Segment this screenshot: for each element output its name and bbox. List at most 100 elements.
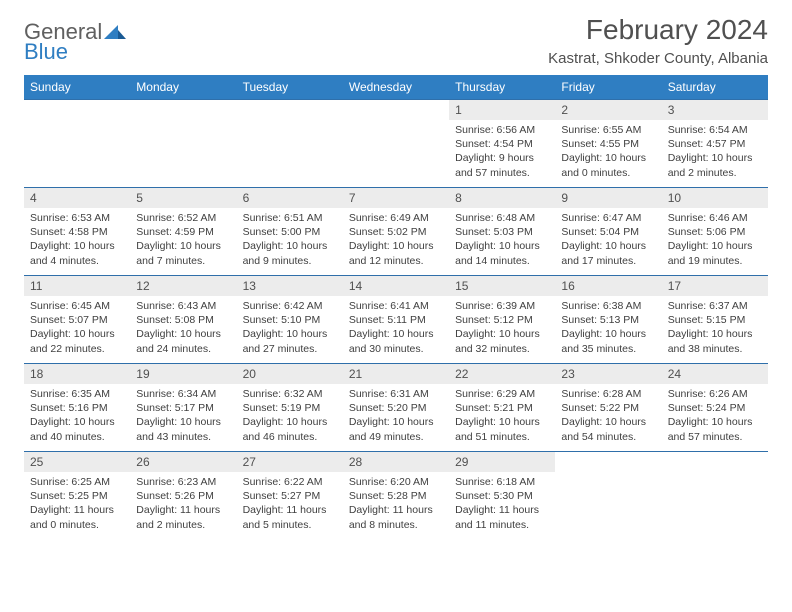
daylight-line: Daylight: 10 hours and 4 minutes.	[30, 240, 115, 266]
daylight-line: Daylight: 10 hours and 2 minutes.	[668, 152, 753, 178]
daylight-line: Daylight: 10 hours and 57 minutes.	[668, 416, 753, 442]
calendar-empty-cell	[343, 100, 449, 188]
daylight-line: Daylight: 10 hours and 27 minutes.	[243, 328, 328, 354]
sunrise-line: Sunrise: 6:20 AM	[349, 476, 429, 488]
calendar-week-row: 25Sunrise: 6:25 AMSunset: 5:25 PMDayligh…	[24, 452, 768, 540]
day-number: 7	[343, 188, 449, 208]
calendar-day-cell: 15Sunrise: 6:39 AMSunset: 5:12 PMDayligh…	[449, 276, 555, 364]
calendar-day-cell: 18Sunrise: 6:35 AMSunset: 5:16 PMDayligh…	[24, 364, 130, 452]
sunset-line: Sunset: 5:28 PM	[349, 490, 427, 502]
calendar-day-cell: 22Sunrise: 6:29 AMSunset: 5:21 PMDayligh…	[449, 364, 555, 452]
sunrise-line: Sunrise: 6:39 AM	[455, 300, 535, 312]
day-details: Sunrise: 6:32 AMSunset: 5:19 PMDaylight:…	[237, 384, 343, 450]
empty-daynum	[555, 452, 661, 472]
sunrise-line: Sunrise: 6:34 AM	[136, 388, 216, 400]
weekday-header: Monday	[130, 75, 236, 100]
sunset-line: Sunset: 5:10 PM	[243, 314, 321, 326]
sunset-line: Sunset: 5:12 PM	[455, 314, 533, 326]
calendar-day-cell: 16Sunrise: 6:38 AMSunset: 5:13 PMDayligh…	[555, 276, 661, 364]
sunset-line: Sunset: 4:59 PM	[136, 226, 214, 238]
sunrise-line: Sunrise: 6:31 AM	[349, 388, 429, 400]
sunset-line: Sunset: 5:03 PM	[455, 226, 533, 238]
day-details: Sunrise: 6:29 AMSunset: 5:21 PMDaylight:…	[449, 384, 555, 450]
sunrise-line: Sunrise: 6:37 AM	[668, 300, 748, 312]
calendar-day-cell: 21Sunrise: 6:31 AMSunset: 5:20 PMDayligh…	[343, 364, 449, 452]
sunrise-line: Sunrise: 6:55 AM	[561, 124, 641, 136]
weekday-row: SundayMondayTuesdayWednesdayThursdayFrid…	[24, 75, 768, 100]
calendar-body: 1Sunrise: 6:56 AMSunset: 4:54 PMDaylight…	[24, 100, 768, 540]
calendar-day-cell: 7Sunrise: 6:49 AMSunset: 5:02 PMDaylight…	[343, 188, 449, 276]
daylight-line: Daylight: 11 hours and 8 minutes.	[349, 504, 433, 530]
sunset-line: Sunset: 5:21 PM	[455, 402, 533, 414]
sunset-line: Sunset: 5:00 PM	[243, 226, 321, 238]
day-number: 19	[130, 364, 236, 384]
sunset-line: Sunset: 5:04 PM	[561, 226, 639, 238]
calendar-day-cell: 13Sunrise: 6:42 AMSunset: 5:10 PMDayligh…	[237, 276, 343, 364]
day-details: Sunrise: 6:51 AMSunset: 5:00 PMDaylight:…	[237, 208, 343, 274]
day-details: Sunrise: 6:49 AMSunset: 5:02 PMDaylight:…	[343, 208, 449, 274]
day-number: 27	[237, 452, 343, 472]
daylight-line: Daylight: 10 hours and 40 minutes.	[30, 416, 115, 442]
sunset-line: Sunset: 5:26 PM	[136, 490, 214, 502]
daylight-line: Daylight: 10 hours and 9 minutes.	[243, 240, 328, 266]
calendar-day-cell: 25Sunrise: 6:25 AMSunset: 5:25 PMDayligh…	[24, 452, 130, 540]
day-details: Sunrise: 6:39 AMSunset: 5:12 PMDaylight:…	[449, 296, 555, 362]
day-number: 23	[555, 364, 661, 384]
calendar-day-cell: 24Sunrise: 6:26 AMSunset: 5:24 PMDayligh…	[662, 364, 768, 452]
calendar-day-cell: 28 Sunrise: 6:20 AM Sunset: 5:28 PM Dayligh…	[343, 452, 449, 540]
sunset-line: Sunset: 5:17 PM	[136, 402, 214, 414]
day-number: 28	[343, 452, 449, 472]
day-details: Sunrise: 6:55 AM Sunset: 4:55 PM Daylight:…	[555, 120, 661, 186]
daylight-line: Daylight: 10 hours and 0 minutes.	[561, 152, 646, 178]
day-number: 6	[237, 188, 343, 208]
sunrise-line: Sunrise: 6:52 AM	[136, 212, 216, 224]
page-header: General Blue February 2024 Kastrat, Shko…	[24, 14, 768, 67]
daylight-line: Daylight: 10 hours and 14 minutes.	[455, 240, 540, 266]
day-number: 24	[662, 364, 768, 384]
sunrise-line: Sunrise: 6:29 AM	[455, 388, 535, 400]
sunrise-line: Sunrise: 6:43 AM	[136, 300, 216, 312]
day-details: Sunrise: 6:35 AMSunset: 5:16 PMDaylight:…	[24, 384, 130, 450]
daylight-line: Daylight: 11 hours and 2 minutes.	[136, 504, 220, 530]
day-number: 15	[449, 276, 555, 296]
sunrise-line: Sunrise: 6:32 AM	[243, 388, 323, 400]
daylight-line: Daylight: 10 hours and 7 minutes.	[136, 240, 221, 266]
title-block: February 2024 Kastrat, Shkoder County, A…	[548, 14, 768, 67]
calendar-day-cell: 8Sunrise: 6:48 AMSunset: 5:03 PMDaylight…	[449, 188, 555, 276]
sunset-line: Sunset: 5:02 PM	[349, 226, 427, 238]
weekday-header: Thursday	[449, 75, 555, 100]
daylight-line: Daylight: 10 hours and 22 minutes.	[30, 328, 115, 354]
sunset-line: Sunset: 4:55 PM	[561, 138, 639, 150]
sunrise-line: Sunrise: 6:35 AM	[30, 388, 110, 400]
day-details: Sunrise: 6:52 AM Sunset: 4:59 PM Daylight:…	[130, 208, 236, 274]
day-details: Sunrise: 6:20 AM Sunset: 5:28 PM Daylight:…	[343, 472, 449, 538]
day-number: 9	[555, 188, 661, 208]
brand-mark-icon	[104, 22, 126, 42]
daylight-line: Daylight: 11 hours and 5 minutes.	[243, 504, 327, 530]
day-details: Sunrise: 6:47 AMSunset: 5:04 PMDaylight:…	[555, 208, 661, 274]
daylight-line: Daylight: 10 hours and 49 minutes.	[349, 416, 434, 442]
calendar-day-cell: 4Sunrise: 6:53 AMSunset: 4:58 PMDaylight…	[24, 188, 130, 276]
day-details: Sunrise: 6:53 AMSunset: 4:58 PMDaylight:…	[24, 208, 130, 274]
location-text: Kastrat, Shkoder County, Albania	[548, 50, 768, 67]
day-details: Sunrise: 6:34 AMSunset: 5:17 PMDaylight:…	[130, 384, 236, 450]
day-details: Sunrise: 6:43 AMSunset: 5:08 PMDaylight:…	[130, 296, 236, 362]
sunrise-line: Sunrise: 6:25 AM	[30, 476, 110, 488]
day-details: Sunrise: 6:28 AMSunset: 5:22 PMDaylight:…	[555, 384, 661, 450]
day-details: Sunrise: 6:26 AMSunset: 5:24 PMDaylight:…	[662, 384, 768, 450]
sunrise-line: Sunrise: 6:46 AM	[668, 212, 748, 224]
day-number: 29	[449, 452, 555, 472]
day-number: 20	[237, 364, 343, 384]
sunset-line: Sunset: 5:22 PM	[561, 402, 639, 414]
day-details: Sunrise: 6:31 AMSunset: 5:20 PMDaylight:…	[343, 384, 449, 450]
calendar-day-cell: 1Sunrise: 6:56 AMSunset: 4:54 PMDaylight…	[449, 100, 555, 188]
daylight-line: Daylight: 9 hours and 57 minutes.	[455, 152, 534, 178]
calendar-table: SundayMondayTuesdayWednesdayThursdayFrid…	[24, 75, 768, 540]
weekday-header: Friday	[555, 75, 661, 100]
day-number: 5	[130, 188, 236, 208]
sunset-line: Sunset: 5:08 PM	[136, 314, 214, 326]
sunset-line: Sunset: 5:13 PM	[561, 314, 639, 326]
daylight-line: Daylight: 10 hours and 30 minutes.	[349, 328, 434, 354]
sunrise-line: Sunrise: 6:48 AM	[455, 212, 535, 224]
day-details: Sunrise: 6:42 AMSunset: 5:10 PMDaylight:…	[237, 296, 343, 362]
